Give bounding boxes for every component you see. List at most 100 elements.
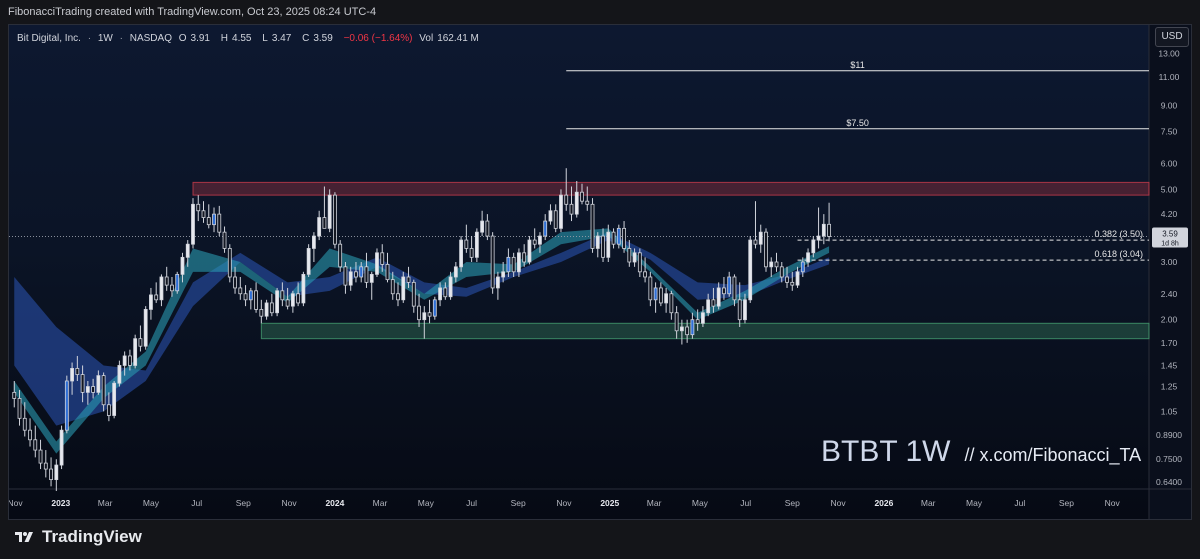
candle-body	[527, 239, 532, 263]
candle-body	[38, 449, 43, 464]
candle-body	[764, 231, 768, 268]
candle-body	[522, 252, 527, 263]
candle-body	[453, 266, 458, 278]
time-tick-label: Nov	[9, 498, 23, 508]
candle-body	[506, 256, 511, 273]
candle-body	[264, 302, 269, 317]
candle-body	[595, 235, 600, 249]
candle-body	[138, 338, 143, 347]
time-tick-label: 2024	[325, 498, 344, 508]
legend-dot: ·	[87, 33, 92, 44]
candle-body	[212, 213, 216, 226]
price-tick-label: 2.40	[1161, 289, 1178, 299]
candle-body	[243, 293, 248, 301]
time-tick-label: Nov	[282, 498, 298, 508]
candle-body	[175, 273, 180, 292]
time-tick-label: Mar	[98, 498, 113, 508]
candle-body	[354, 271, 358, 278]
time-tick-label: Jul	[740, 498, 751, 508]
price-tick-label: 1.25	[1161, 382, 1178, 392]
candle-body	[422, 312, 427, 321]
time-tick-label: May	[143, 498, 160, 508]
candle-body	[432, 299, 437, 317]
time-tick-label: 2023	[51, 498, 70, 508]
candle-body	[254, 290, 258, 310]
candle-body	[159, 276, 164, 301]
candle-body	[390, 279, 395, 295]
price-tick-label: 3.00	[1161, 257, 1178, 267]
candle-body	[133, 338, 138, 366]
candle-body	[538, 235, 542, 245]
candle-body	[112, 382, 117, 416]
candle-body	[259, 309, 264, 317]
bottom-bar: TradingView	[0, 520, 1200, 559]
change-value: −0.06 (−1.64%)	[343, 33, 413, 44]
candle-body	[290, 293, 295, 307]
candle-body	[64, 380, 69, 431]
candle-body	[548, 210, 553, 222]
candle-body	[417, 305, 421, 321]
candle-body	[701, 312, 705, 324]
candle-body	[706, 299, 711, 314]
watermark: BTBT 1W // x.com/Fibonacci_TA	[821, 435, 1141, 469]
candle-body	[727, 276, 732, 295]
candle-body	[143, 309, 148, 347]
price-tick-label: 11.00	[1159, 72, 1180, 82]
price-tick-label: 2.00	[1161, 315, 1178, 325]
candle-body	[758, 231, 763, 245]
candle-body	[559, 194, 563, 229]
time-tick-label: Sep	[1059, 498, 1074, 508]
candle-body	[338, 243, 343, 268]
candle-body	[490, 235, 495, 289]
candle-body	[406, 276, 411, 283]
candle-body	[811, 239, 816, 254]
candle-body	[306, 248, 311, 275]
candle-body	[375, 252, 379, 275]
candle-body	[564, 194, 569, 205]
candle-body	[285, 299, 290, 307]
candle-body	[574, 191, 579, 215]
candle-body	[396, 293, 400, 301]
candle-body	[275, 290, 280, 314]
currency-button[interactable]: USD	[1155, 27, 1189, 47]
chart-frame[interactable]: $11 $7.50 0.382 (3.50) 0.618 (3.04) 13.00 11.…	[8, 24, 1192, 520]
candle-body	[501, 271, 506, 278]
time-tick-label: Nov	[556, 498, 572, 508]
candle-body	[359, 266, 364, 278]
support-zone	[260, 322, 1150, 340]
candle-body	[238, 287, 243, 295]
candle-body	[233, 276, 237, 289]
candle-body	[806, 252, 810, 263]
level-label-3: 0.382 (3.50)	[1094, 229, 1143, 239]
close-label: C 3.59	[302, 33, 333, 44]
candle-body	[690, 319, 695, 336]
candle-body	[779, 266, 784, 278]
candle-body	[333, 194, 337, 245]
candle-body	[459, 239, 463, 268]
interval-label[interactable]: 1W	[97, 33, 113, 44]
candle-body	[474, 231, 479, 258]
candle-body	[795, 271, 800, 286]
candle-body	[43, 462, 48, 470]
candle-body	[343, 266, 348, 286]
candle-body	[380, 252, 385, 265]
candle-body	[327, 194, 332, 229]
resistance-zone	[192, 181, 1150, 196]
volume-value: 162.41 M	[437, 33, 479, 44]
chart-canvas[interactable]: $11 $7.50 0.382 (3.50) 0.618 (3.04) 13.00 11.…	[9, 25, 1191, 519]
price-tick-label: 1.05	[1161, 406, 1178, 416]
price-tick-label: 6.00	[1161, 158, 1178, 168]
candle-body	[748, 239, 753, 301]
candle-body	[532, 239, 537, 245]
candle-body	[117, 365, 122, 384]
candle-body	[800, 261, 805, 273]
candle-body	[385, 263, 390, 281]
tradingview-brand[interactable]: TradingView	[12, 527, 142, 547]
ribbon-band-1	[14, 232, 830, 426]
open-value: 3.91	[190, 33, 210, 44]
candle-body	[569, 203, 574, 215]
candle-body	[59, 429, 64, 466]
candle-body	[543, 220, 548, 237]
candle-body	[12, 391, 17, 399]
candle-body	[96, 375, 101, 393]
